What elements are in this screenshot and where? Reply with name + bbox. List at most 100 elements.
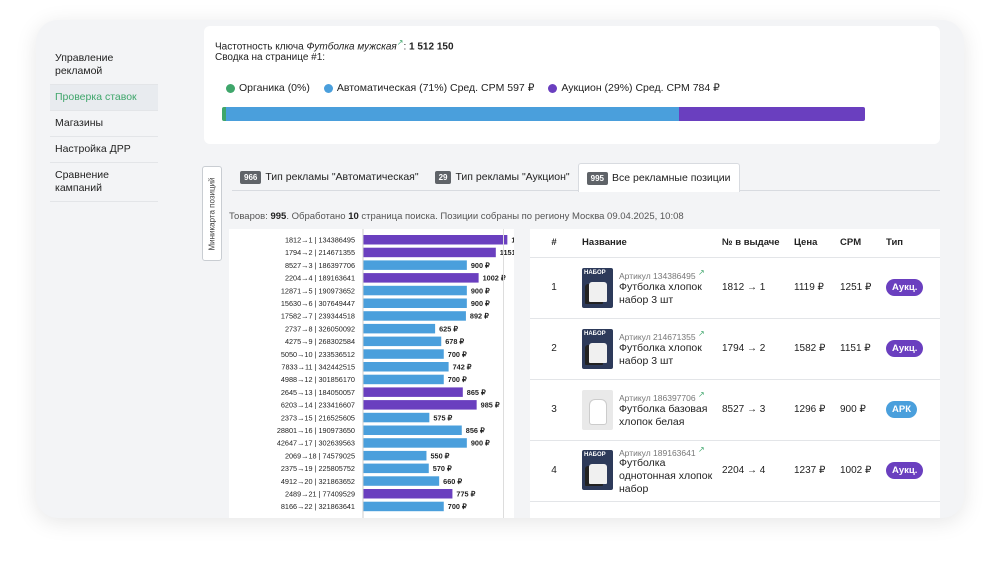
position-chart-svg: 1812→1 | 134386495 1251 ₽ 1794→2 | 2146713… (277, 229, 514, 518)
header-name[interactable]: Название (578, 229, 718, 258)
chart-bar[interactable] (363, 450, 427, 461)
info-text: . Обработано (286, 211, 349, 222)
row-number: 3 (530, 379, 578, 441)
external-link-icon[interactable]: ↗ (697, 444, 705, 454)
info-text: страница поиска. Позиции собраны по реги… (358, 211, 684, 222)
cpm-cell: 1151 ₽ (836, 318, 882, 380)
article-text: Артикул 134386495 (619, 270, 696, 281)
sidebar-item-drr-settings[interactable]: Настройка ДРР (50, 137, 158, 163)
dot-icon (226, 83, 235, 93)
chart-bar[interactable] (363, 349, 444, 359)
chart-bar[interactable] (363, 476, 440, 486)
chart-bar[interactable] (363, 489, 453, 499)
external-link-icon[interactable]: ↗ (396, 38, 404, 47)
chart-bar[interactable] (363, 323, 436, 334)
article-number[interactable]: Артикул 134386495 ↗ (619, 268, 714, 281)
product-cell: Артикул 189163641 ↗Футболка однотонная х… (578, 440, 718, 502)
chart-category-label: 2373→15 | 216525605 (281, 413, 355, 422)
sidebar-item-ad-management[interactable]: Управление рекламой (50, 46, 158, 85)
sidebar-item-shops[interactable]: Магазины (50, 111, 158, 137)
sidebar: Управление рекламой Проверка ставок Мага… (50, 46, 158, 202)
header-position[interactable]: № в выдаче (718, 229, 790, 258)
minimap-toggle-button[interactable]: Миникарта позиций (202, 166, 222, 261)
chart-category-label: 2489→21 | 77409529 (285, 490, 355, 499)
table-row[interactable]: 2Артикул 214671355 ↗Футболка хлопок набо… (530, 318, 940, 380)
chart-bar[interactable] (363, 387, 463, 397)
product: Артикул 214671355 ↗Футболка хлопок набор… (582, 328, 714, 369)
product-info: Артикул 214671355 ↗ Футболка хлопок набор… (619, 329, 714, 368)
chart-bar[interactable] (363, 298, 467, 309)
legend-label: Органика (0%) (239, 82, 310, 94)
chart-bar[interactable] (363, 501, 444, 512)
chart-value-label: 856 ₽ (466, 426, 485, 435)
external-link-icon[interactable]: ↗ (697, 268, 705, 278)
cpm-cell: 900 ₽ (836, 379, 882, 441)
dot-icon (548, 83, 558, 93)
chart-value-label: 1002 ₽ (483, 274, 506, 283)
article-text: Артикул 186397706 (619, 392, 696, 403)
article-number[interactable]: Артикул 189163641 ↗ (619, 445, 714, 458)
chart-category-label: 15630→6 | 307649447 (281, 299, 355, 308)
chart-bar[interactable] (363, 412, 430, 423)
product-name: Футболка хлопок набор 3 шт (619, 280, 702, 306)
header-cpm[interactable]: CPM (836, 229, 882, 258)
legend-item-auto: Автоматическая (71%) Сред. CPM 597 ₽ (323, 82, 535, 94)
share-segment-organic (222, 107, 226, 121)
chart-bar[interactable] (363, 362, 449, 372)
chart-category-label: 2737→8 | 326050092 (285, 324, 355, 333)
minimap-label: Миникарта позиций (207, 176, 217, 251)
chart-value-label: 700 ₽ (448, 375, 467, 384)
chart-category-label: 5050→10 | 233536512 (281, 350, 355, 359)
keyword-link[interactable]: Футболка мужская (306, 41, 397, 53)
tab-all-positions[interactable]: 995 Все рекламные позиции (577, 163, 740, 192)
article-text: Артикул 189163641 (619, 447, 696, 458)
sidebar-item-campaign-compare[interactable]: Сравнение кампаний (50, 163, 158, 202)
table-row[interactable]: 3 Артикул 186397706 ↗ Футболка базовая хло… (530, 379, 940, 441)
chart-value-label: 900 ₽ (471, 261, 490, 270)
external-link-icon[interactable]: ↗ (697, 329, 705, 339)
chart-value-label: 892 ₽ (470, 312, 489, 321)
chart-bar[interactable] (363, 260, 467, 270)
header-num[interactable]: # (530, 229, 578, 258)
chart-scrollbar[interactable] (503, 229, 504, 518)
chart-bar[interactable] (363, 247, 496, 258)
count-badge: 995 (586, 171, 609, 185)
product-image[interactable] (582, 267, 613, 308)
legend-label: Аукцион (29%) Сред. CPM 784 ₽ (561, 82, 720, 94)
chart-bar[interactable] (363, 336, 442, 347)
chart-value-label: 570 ₽ (433, 464, 452, 473)
product-cell: Артикул 134386495 ↗Футболка хлопок набор… (578, 257, 718, 319)
tab-auction-ads[interactable]: 29 Тип рекламы "Аукцион" (427, 163, 578, 191)
chart-bar[interactable] (363, 285, 467, 296)
chart-bar[interactable] (363, 235, 508, 245)
chart-bar[interactable] (363, 374, 444, 385)
legend-label: Автоматическая (71%) Сред. CPM 597 ₽ (336, 82, 535, 94)
table-row[interactable]: 1Артикул 134386495 ↗Футболка хлопок набо… (530, 257, 940, 319)
chart-bar[interactable] (363, 273, 479, 283)
product-name: Футболка базовая хлопок белая (619, 402, 708, 428)
article-number[interactable]: Артикул 214671355 ↗ (619, 329, 714, 342)
chart-bar[interactable] (363, 311, 466, 321)
chart-value-label: 900 ₽ (471, 439, 490, 448)
article-number[interactable]: Артикул 186397706 ↗ (619, 390, 714, 403)
header-type[interactable]: Тип (882, 229, 940, 258)
external-link-icon[interactable]: ↗ (697, 390, 705, 400)
product-cell: Артикул 214671355 ↗Футболка хлопок набор… (578, 318, 718, 380)
sidebar-item-bid-check[interactable]: Проверка ставок (50, 85, 158, 111)
chart-bar[interactable] (363, 425, 462, 436)
chart-bar[interactable] (363, 400, 477, 410)
position-cell: 1794 → 2 (718, 318, 790, 380)
chart-bar[interactable] (363, 463, 429, 474)
product-image[interactable] (582, 389, 613, 430)
header-price[interactable]: Цена (790, 229, 836, 258)
type-pill: Аукц. (886, 462, 924, 479)
chart-value-label: 900 ₽ (471, 286, 490, 295)
chart-value-label: 550 ₽ (430, 451, 449, 460)
product-image[interactable] (582, 328, 613, 369)
chart-bar[interactable] (363, 438, 467, 448)
chart-category-label: 6203→14 | 233416607 (281, 401, 355, 410)
table-row[interactable]: 4Артикул 189163641 ↗Футболка однотонная … (530, 440, 940, 502)
product-image[interactable] (582, 450, 613, 491)
frequency-value: 1 512 150 (409, 41, 454, 53)
tab-auto-ads[interactable]: 966 Тип рекламы "Автоматическая" (232, 163, 427, 191)
